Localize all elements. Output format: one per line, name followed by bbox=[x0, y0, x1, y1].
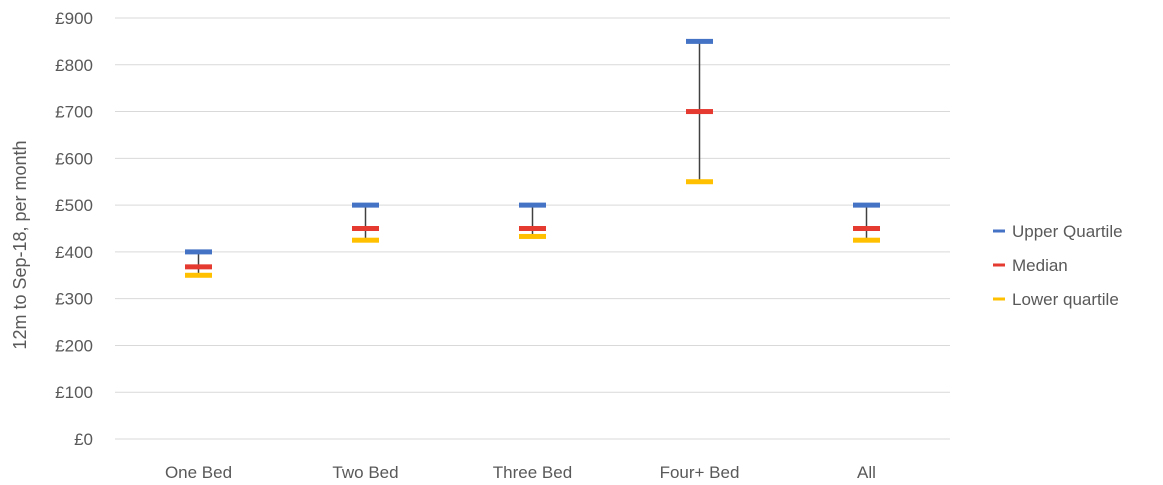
legend: Upper Quartile Median Lower quartile bbox=[993, 222, 1123, 309]
lower-quartile-marker bbox=[686, 179, 713, 185]
upper-quartile-marker bbox=[352, 202, 379, 208]
x-tick-label: Four+ Bed bbox=[660, 463, 740, 482]
legend-swatch-median bbox=[993, 263, 1005, 267]
y-tick-label: £0 bbox=[74, 430, 93, 449]
upper-quartile-marker bbox=[185, 249, 212, 255]
median-marker bbox=[185, 264, 212, 270]
y-tick-label: £800 bbox=[55, 56, 93, 75]
legend-label: Median bbox=[1012, 256, 1068, 275]
median-marker bbox=[519, 226, 546, 231]
x-tick-label: Two Bed bbox=[332, 463, 398, 482]
lower-quartile-marker bbox=[185, 272, 212, 278]
upper-quartile-marker bbox=[853, 202, 880, 208]
y-tick-label: £200 bbox=[55, 336, 93, 355]
lower-quartile-marker bbox=[519, 233, 546, 239]
median-marker bbox=[853, 226, 880, 231]
y-tick-label: £600 bbox=[55, 149, 93, 168]
lower-quartile-marker bbox=[352, 237, 379, 243]
legend-swatch-upper-quartile bbox=[993, 229, 1005, 233]
legend-label: Lower quartile bbox=[1012, 290, 1119, 309]
x-tick-label: Three Bed bbox=[493, 463, 572, 482]
x-tick-label: One Bed bbox=[165, 463, 232, 482]
median-marker bbox=[352, 226, 379, 231]
y-tick-labels: £0 £100 £200 £300 £400 £500 £600 £700 £800 £900 bbox=[55, 9, 93, 449]
series-markers bbox=[185, 38, 880, 278]
x-tick-label: All bbox=[857, 463, 876, 482]
y-axis-title: 12m to Sep-18, per month bbox=[10, 140, 30, 349]
y-tick-label: £900 bbox=[55, 9, 93, 28]
upper-quartile-marker bbox=[519, 202, 546, 208]
median-marker bbox=[686, 109, 713, 115]
y-tick-label: £300 bbox=[55, 290, 93, 309]
lower-quartile-marker bbox=[853, 237, 880, 243]
y-tick-label: £500 bbox=[55, 196, 93, 215]
upper-quartile-marker bbox=[686, 38, 713, 44]
y-tick-label: £700 bbox=[55, 103, 93, 122]
y-tick-label: £400 bbox=[55, 243, 93, 262]
legend-label: Upper Quartile bbox=[1012, 222, 1123, 241]
y-tick-label: £100 bbox=[55, 383, 93, 402]
x-tick-labels: One Bed Two Bed Three Bed Four+ Bed All bbox=[165, 463, 876, 482]
legend-swatch-lower-quartile bbox=[993, 297, 1005, 301]
